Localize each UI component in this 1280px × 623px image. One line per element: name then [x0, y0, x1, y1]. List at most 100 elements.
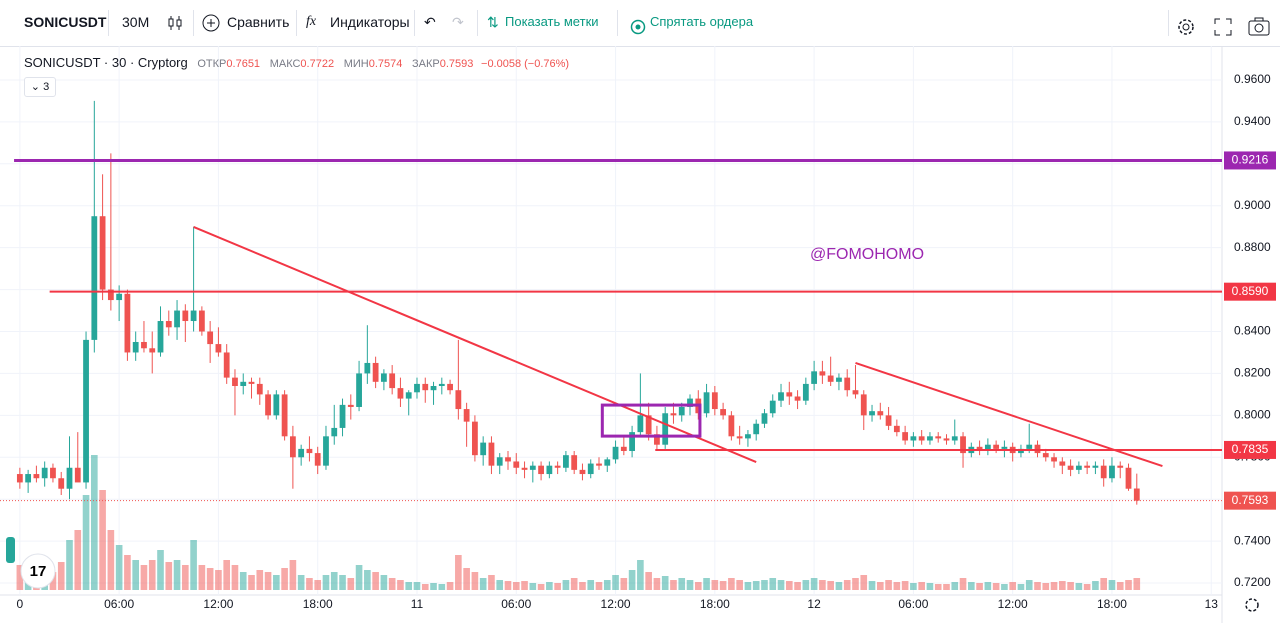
candle-body: [902, 432, 909, 441]
candle-body: [33, 474, 40, 479]
volume-bar: [397, 580, 404, 590]
y-tick-label: 0.9600: [1234, 72, 1271, 86]
volume-bar: [678, 578, 686, 590]
candle-body: [1034, 444, 1041, 454]
interval-button[interactable]: 30M: [122, 14, 150, 30]
last-price-label: 0.7593: [1232, 493, 1269, 507]
side-handle[interactable]: [6, 537, 15, 563]
marks-icon[interactable]: ⇅: [487, 14, 499, 30]
volume-bar: [512, 582, 520, 590]
volume-bar: [777, 580, 785, 590]
symbol-button[interactable]: SONICUSDT: [24, 14, 107, 30]
volume-bar: [1100, 578, 1107, 590]
indicators-icon[interactable]: fx: [306, 14, 317, 29]
trend-line: [193, 225, 757, 464]
candle-body: [1051, 457, 1057, 462]
compare-icon[interactable]: [202, 14, 222, 34]
candle-body: [223, 352, 230, 378]
candle-body: [157, 321, 164, 353]
volume-bar: [951, 582, 959, 590]
volume-bar: [1025, 580, 1033, 590]
candle-body: [99, 216, 106, 290]
candle-body: [314, 453, 321, 466]
chart-type-icon[interactable]: [166, 14, 184, 32]
ohlc-label: МИН: [343, 58, 369, 70]
x-tick-label: 12:00: [998, 597, 1028, 611]
indicator-toggle[interactable]: ⌄ 3: [24, 77, 56, 97]
candle-body: [240, 381, 247, 387]
volume-bar: [463, 568, 470, 590]
volume-bar: [66, 540, 73, 590]
y-tick-label: 0.7200: [1234, 575, 1271, 589]
ohlc-value: 0.7593: [439, 58, 474, 70]
volume-bar: [49, 572, 57, 590]
show-marks-button[interactable]: Показать метки: [505, 14, 599, 29]
compare-button[interactable]: Сравнить: [227, 14, 290, 30]
settings-icon[interactable]: [1176, 17, 1196, 37]
toolbar: SONICUSDT 30M Сравнить fx Индикаторы ↶ ↷…: [0, 0, 1280, 47]
volume-bar: [430, 583, 437, 590]
candle-body: [397, 388, 404, 399]
volume-bar: [215, 570, 222, 590]
volume-bar: [711, 580, 719, 590]
volume-bar: [943, 584, 950, 590]
indicators-button[interactable]: Индикаторы: [330, 14, 410, 30]
candle-body: [596, 463, 602, 466]
candle-body: [198, 310, 205, 332]
candle-body: [620, 446, 627, 451]
candle-body: [687, 398, 693, 407]
redo-button[interactable]: ↷: [452, 14, 464, 30]
orders-icon[interactable]: [630, 19, 646, 35]
ohlc-value: 0.7651: [226, 58, 261, 70]
volume-bar: [910, 583, 917, 590]
volume-bar: [231, 565, 239, 590]
candle-body: [141, 341, 147, 349]
volume-bar: [504, 581, 512, 590]
candle-body: [769, 400, 776, 414]
volume-bar: [628, 570, 636, 590]
volume-bar: [603, 580, 611, 590]
candle-body: [281, 394, 288, 437]
volume-bar: [405, 582, 413, 590]
candle-body: [513, 461, 520, 468]
candle-body: [538, 465, 544, 475]
volume-bar: [74, 530, 82, 590]
volume-bar: [546, 582, 553, 590]
hide-orders-button[interactable]: Спрятать ордера: [650, 14, 754, 29]
volume-bar: [976, 583, 983, 590]
volume-bar: [554, 583, 561, 590]
fullscreen-icon[interactable]: [1214, 18, 1232, 36]
candle-body: [943, 438, 950, 441]
volume-bar: [115, 545, 123, 590]
candle-body: [380, 373, 387, 382]
candle-body: [554, 465, 561, 468]
undo-button[interactable]: ↶: [424, 14, 436, 30]
x-tick-label: 12: [807, 597, 821, 611]
candle-body: [447, 383, 453, 391]
candle-body: [248, 381, 255, 384]
volume-bar: [802, 580, 810, 590]
level-tag: [1224, 151, 1276, 170]
candle-body: [289, 436, 296, 458]
candle-body: [1084, 465, 1091, 468]
candle-body: [347, 404, 354, 407]
volume-bar: [595, 582, 603, 590]
volume-bar: [984, 582, 992, 590]
volume-bar: [959, 578, 967, 590]
candle-body: [505, 457, 511, 462]
candle-body: [165, 321, 172, 328]
volume-bar: [148, 560, 156, 590]
volume-bar: [819, 580, 826, 590]
x-tick-label: 18:00: [1097, 597, 1127, 611]
candle-body: [190, 310, 197, 322]
ohlc-label: МАКС: [269, 58, 301, 70]
axis-settings-icon[interactable]: [1245, 598, 1259, 612]
x-tick-label: 06:00: [501, 597, 531, 611]
candle-body: [116, 293, 123, 301]
x-tick-label: 12:00: [601, 597, 631, 611]
volume-bar: [372, 572, 379, 590]
volume-bar: [339, 575, 346, 590]
screenshot-icon[interactable]: [1248, 17, 1270, 37]
candle-body: [389, 373, 396, 389]
y-tick-label: 0.8000: [1234, 408, 1271, 422]
